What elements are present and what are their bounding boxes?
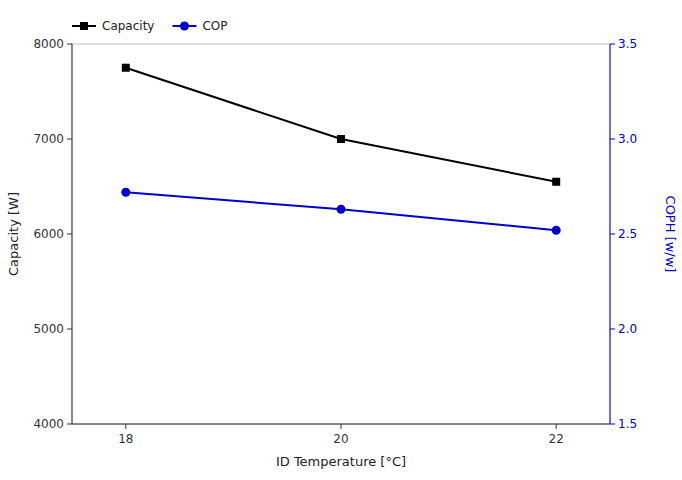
legend-label: COP bbox=[202, 19, 227, 33]
x-axis-label: ID Temperature [°C] bbox=[276, 454, 406, 469]
series-point bbox=[552, 178, 560, 186]
series-point bbox=[552, 226, 561, 235]
x-tick bbox=[341, 424, 342, 429]
legend-item: Capacity bbox=[72, 19, 154, 33]
y2-axis-label: COPH [w/w] bbox=[663, 196, 678, 273]
plot-frame bbox=[72, 44, 610, 424]
y2-tick bbox=[610, 139, 615, 140]
x-tick-label: 18 bbox=[118, 432, 133, 446]
legend: Capacity COP bbox=[72, 19, 228, 33]
x-tick bbox=[556, 424, 557, 429]
y2-tick bbox=[610, 424, 615, 425]
y-tick bbox=[67, 139, 72, 140]
y2-tick bbox=[610, 44, 615, 45]
y2-tick-label: 2.5 bbox=[618, 227, 637, 241]
series-line bbox=[126, 68, 556, 182]
y-axis-label: Capacity [W] bbox=[6, 192, 21, 276]
y2-tick-label: 3.0 bbox=[618, 132, 637, 146]
y-tick-label: 6000 bbox=[33, 227, 64, 241]
y-tick-label: 5000 bbox=[33, 322, 64, 336]
y-tick bbox=[67, 44, 72, 45]
y-tick-label: 4000 bbox=[33, 417, 64, 431]
x-tick-label: 20 bbox=[333, 432, 348, 446]
y-tick-label: 7000 bbox=[33, 132, 64, 146]
y-tick bbox=[67, 234, 72, 235]
y2-tick-label: 2.0 bbox=[618, 322, 637, 336]
y2-tick-label: 1.5 bbox=[618, 417, 637, 431]
data-group bbox=[121, 64, 560, 235]
series-line bbox=[126, 192, 556, 230]
y2-tick-label: 3.5 bbox=[618, 37, 637, 51]
series-point bbox=[337, 205, 346, 214]
y-tick-label: 8000 bbox=[33, 37, 64, 51]
x-tick-label: 22 bbox=[549, 432, 564, 446]
legend-swatch-marker bbox=[80, 22, 88, 30]
x-tick bbox=[125, 424, 126, 429]
y-tick bbox=[67, 329, 72, 330]
y2-tick bbox=[610, 329, 615, 330]
series-point bbox=[122, 64, 130, 72]
legend-item: COP bbox=[172, 19, 227, 33]
y2-tick bbox=[610, 234, 615, 235]
y-tick bbox=[67, 424, 72, 425]
chart: 18 20 22 4000 5000 6000 7000 8000 1.5 2.0 2.5 3.0 3.… bbox=[0, 0, 682, 480]
legend-label: Capacity bbox=[102, 19, 154, 33]
series-point bbox=[121, 188, 130, 197]
series-point bbox=[337, 135, 345, 143]
legend-swatch-marker bbox=[180, 22, 189, 31]
